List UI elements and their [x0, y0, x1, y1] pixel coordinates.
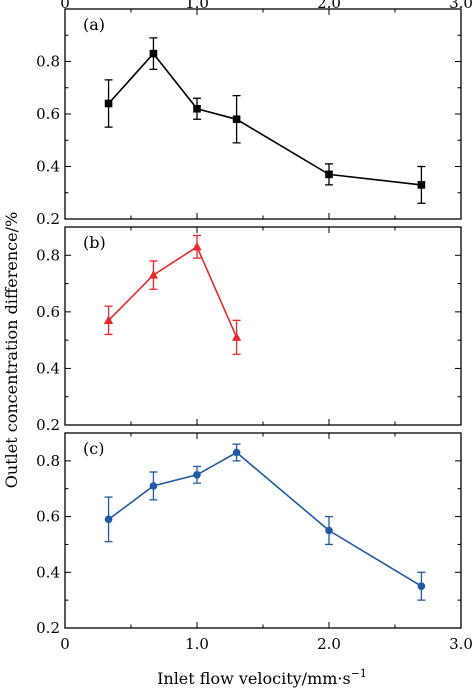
y-tick-label: 0.8: [36, 246, 60, 264]
data-point: [325, 170, 333, 179]
data-point: [417, 181, 426, 189]
y-tick-label: 0.8: [36, 53, 60, 71]
panel-label: (a): [83, 15, 105, 34]
data-point: [149, 482, 158, 490]
y-tick-label: 0.2: [36, 210, 60, 228]
x-tick-label-top: 0: [60, 0, 70, 12]
series-line: [108, 52, 422, 186]
x-axis-title-superscript: −1: [351, 667, 367, 680]
x-tick-label-top: 2.0: [317, 0, 341, 12]
y-axis-title: Outlet concentration difference/%: [2, 212, 21, 488]
data-point: [193, 104, 201, 113]
y-tick-label: 0.4: [36, 563, 60, 581]
y-tick-label: 0.8: [36, 452, 60, 470]
data-point: [192, 241, 202, 251]
y-tick-label: 0.4: [36, 158, 60, 176]
plot-frame: [64, 226, 462, 426]
plot-frame: [64, 8, 462, 220]
data-point: [193, 470, 201, 479]
y-tick-label: 0.6: [36, 303, 60, 321]
x-axis-title: Inlet flow velocity/mm·s−1: [157, 667, 367, 688]
series-line: [108, 451, 422, 587]
x-tick-label-top: 3.0: [449, 0, 473, 12]
data-point: [148, 270, 159, 279]
data-point: [232, 332, 242, 341]
data-point: [417, 582, 426, 591]
panel-label: (b): [83, 233, 106, 252]
data-point: [103, 315, 114, 324]
data-point: [104, 99, 113, 108]
data-point: [232, 115, 241, 124]
x-tick-label: 2.0: [317, 635, 341, 653]
data-point: [232, 448, 241, 457]
x-tick-label-top: 1.0: [185, 0, 209, 12]
series-line: [108, 245, 238, 338]
panel-b: 0.2 0.4 0.6 0.8 (b): [36, 226, 462, 434]
data-point: [325, 526, 333, 535]
y-tick-label: 0.2: [36, 619, 60, 637]
panel-a: 0.2 0.4 0.6 0.8 (a) 0 1.0 2.0 3.0: [36, 0, 473, 228]
y-tick-label: 0.6: [36, 105, 60, 123]
x-axis-title-text: Inlet flow velocity/mm·s: [157, 669, 351, 688]
x-tick-label: 3.0: [449, 635, 473, 653]
plot-frame: [64, 432, 462, 629]
y-tick-label: 0.6: [36, 508, 60, 526]
data-point: [104, 515, 113, 524]
y-tick-label: 0.2: [36, 416, 60, 434]
panel-c: 0.2 0.4 0.6 0.8 (c) 0 1.0 2.0 3.0: [36, 432, 473, 653]
chart-panels: 0.2 0.4 0.6 0.8 (a) 0 1.0 2.0 3.0 0.2 0.4 0.6 0.8 (b)…: [36, 0, 473, 653]
x-tick-label: 0: [60, 635, 70, 653]
data-point: [149, 49, 158, 58]
panel-label: (c): [83, 439, 104, 458]
y-tick-label: 0.4: [36, 359, 60, 377]
x-tick-label: 1.0: [185, 635, 209, 653]
